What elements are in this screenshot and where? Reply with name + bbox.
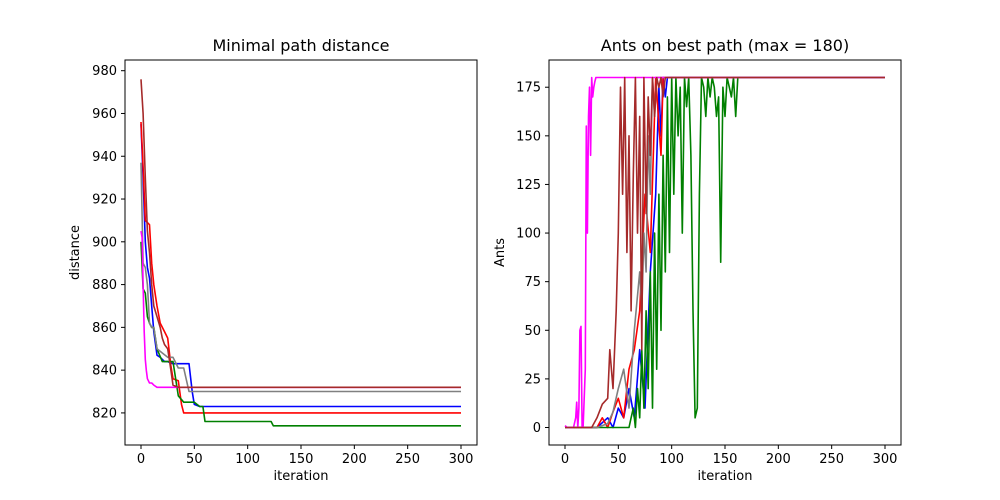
plot-frame [548, 59, 902, 446]
series-line-4 [140, 230, 461, 389]
y-tick-label: 880 [92, 278, 117, 293]
y-tick-label: 900 [92, 235, 117, 250]
chart-title: Ants on best path (max = 180) [601, 36, 849, 55]
y-tick-label: 940 [92, 150, 117, 165]
left-chart-panel: 0 50 100 150 200 250 300 820 840 860 880 900 920 940 9… [68, 36, 478, 484]
y-tick-label: 840 [92, 364, 117, 379]
x-tick-label: 0 [137, 452, 145, 467]
y-tick-label: 150 [516, 129, 541, 144]
series-line-5 [565, 76, 885, 429]
x-tick-label: 150 [713, 452, 738, 467]
x-tick-label: 150 [289, 452, 314, 467]
series-line-5 [140, 79, 461, 389]
series-line-0 [140, 124, 461, 408]
x-tick-label: 250 [819, 452, 844, 467]
x-tick-label: 250 [395, 452, 420, 467]
x-tick-label: 300 [449, 452, 474, 467]
y-axis-label: distance [68, 225, 83, 280]
y-tick-label: 980 [92, 64, 117, 79]
y-tick-label: 125 [516, 178, 541, 193]
x-tick-label: 200 [342, 452, 367, 467]
x-tick-label: 0 [561, 452, 569, 467]
x-tick-label: 100 [659, 452, 684, 467]
chart-title: Minimal path distance [212, 36, 389, 55]
right-chart-panel: 0 50 100 150 200 250 300 0 25 50 75 100 125 150 175 Ant… [493, 36, 902, 484]
y-tick-label: 960 [92, 107, 117, 122]
y-axis-label: Ants [493, 238, 508, 267]
y-tick-label: 50 [524, 324, 541, 339]
series-line-4 [564, 76, 885, 429]
y-tick-label: 175 [516, 81, 541, 96]
y-tick-label: 25 [524, 372, 541, 387]
series-line-2 [565, 76, 885, 429]
series-line-3 [140, 162, 461, 393]
x-axis-label: iteration [274, 469, 329, 484]
x-tick-label: 300 [873, 452, 898, 467]
x-tick-label: 50 [186, 452, 203, 467]
x-axis-label: iteration [698, 469, 753, 484]
x-tick-label: 100 [235, 452, 260, 467]
y-tick-label: 100 [516, 227, 541, 242]
y-tick-label: 820 [92, 406, 117, 421]
y-tick-label: 0 [533, 421, 541, 436]
x-tick-label: 50 [610, 452, 627, 467]
series-line-2 [140, 241, 461, 427]
y-tick-label: 920 [92, 193, 117, 208]
y-tick-label: 860 [92, 321, 117, 336]
y-tick-label: 75 [524, 275, 541, 290]
x-tick-label: 200 [766, 452, 791, 467]
